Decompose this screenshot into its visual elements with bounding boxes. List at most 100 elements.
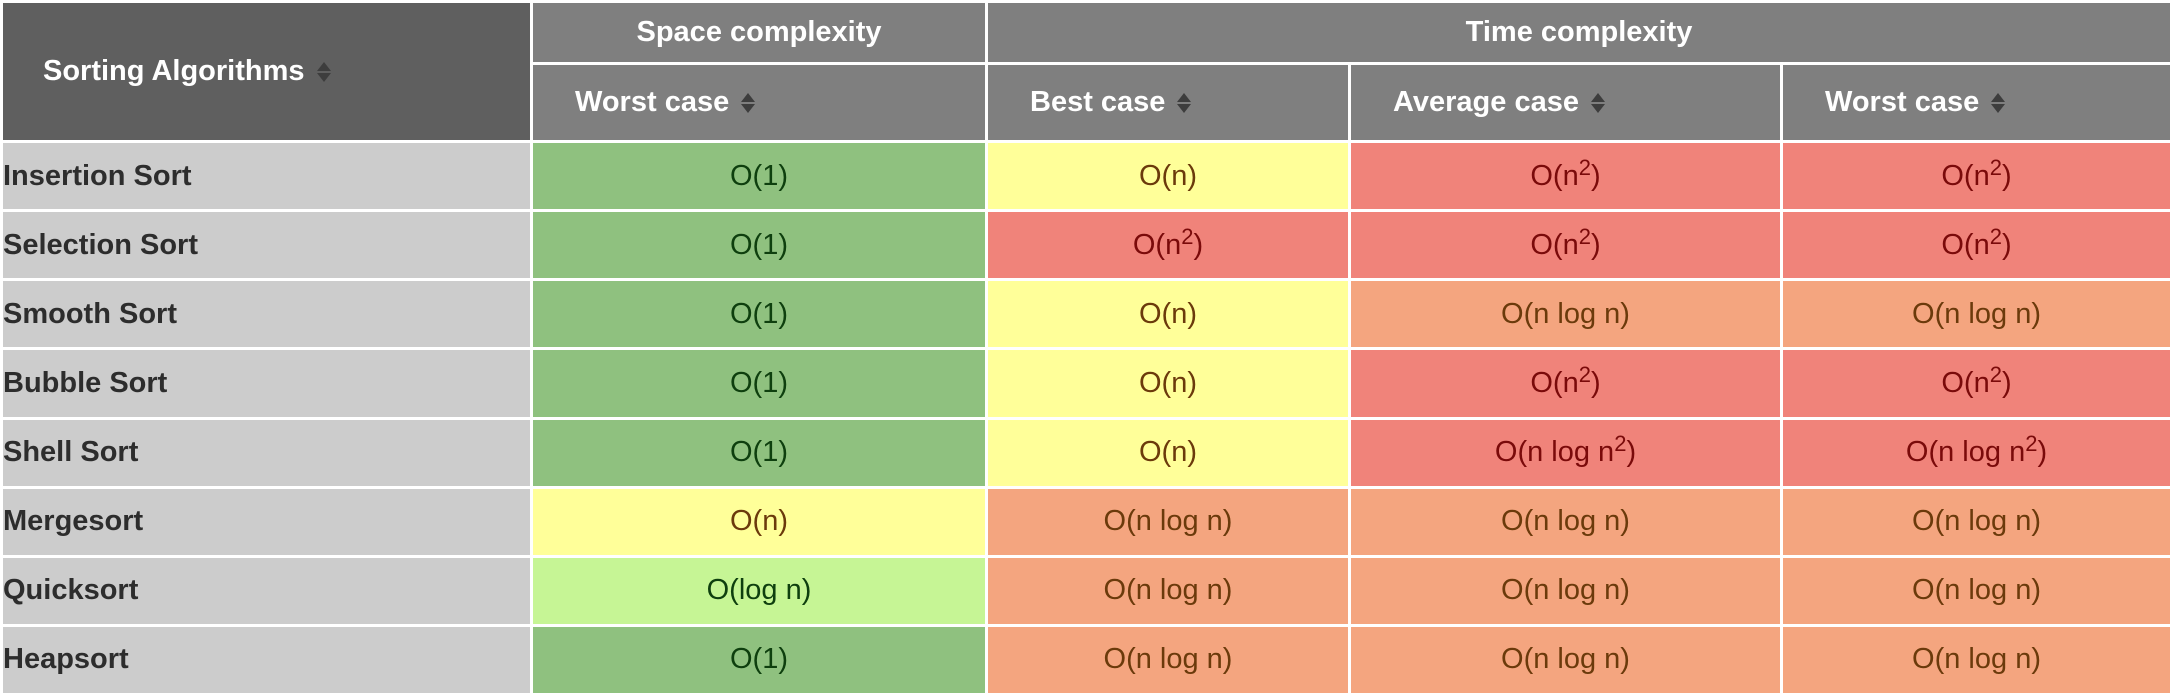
complexity-exponent: 2 [1989, 223, 2002, 249]
time-worst-case-cell: O(n log n) [1779, 623, 2170, 696]
header-group-row: Sorting Algorithms Space complexity Time… [0, 0, 2170, 143]
complexity-exponent: 2 [1614, 431, 1627, 457]
table-header: Sorting Algorithms Space complexity Time… [0, 0, 2170, 143]
sort-toggle-icon[interactable] [1991, 92, 2006, 114]
complexity-exponent: 2 [1989, 361, 2002, 387]
complexity-exponent: 2 [1578, 154, 1591, 180]
time-worst-case-header[interactable]: Worst case [1779, 62, 2170, 143]
complexity-exponent: 2 [1181, 223, 1194, 249]
space-worst-case-cell: O(1) [530, 623, 988, 696]
time-best-case-cell: O(n log n) [985, 554, 1351, 627]
table-row: Selection Sort O(1) O(n2) O(n2) O(n2) [0, 209, 2170, 282]
complexity-value: O(n log n) [1103, 505, 1233, 538]
table-row: Shell Sort O(1) O(n) O(n log n2) O(n log n2) [0, 416, 2170, 489]
complexity-value: O(n log n) [1103, 643, 1233, 676]
complexity-value: O(1) [730, 643, 788, 676]
complexity-close-paren: ) [2001, 366, 2012, 399]
algorithm-name: Bubble Sort [0, 347, 533, 420]
complexity-value: O(n [1941, 159, 1990, 192]
complexity-exponent: 2 [1989, 154, 2002, 180]
algorithm-name: Quicksort [0, 554, 533, 627]
complexity-value: O(n) [1139, 297, 1197, 330]
time-worst-case-label: Worst case [1825, 86, 1980, 118]
table-body: Insertion Sort O(1) O(n) O(n2) O(n2) Selectio… [0, 139, 2170, 696]
table-row: Insertion Sort O(1) O(n) O(n2) O(n2) [0, 139, 2170, 213]
table-row: Bubble Sort O(1) O(n) O(n2) O(n2) [0, 347, 2170, 420]
complexity-value: O(n) [1139, 366, 1197, 399]
table-row: Smooth Sort O(1) O(n) O(n log n) O(n log n) [0, 278, 2170, 351]
complexity-exponent: 2 [1578, 361, 1591, 387]
time-average-case-cell: O(n log n) [1348, 278, 1783, 351]
space-worst-case-cell: O(1) [530, 347, 988, 420]
algorithm-name: Smooth Sort [0, 278, 533, 351]
complexity-close-paren: ) [1590, 159, 1601, 192]
sort-toggle-icon[interactable] [741, 92, 756, 114]
complexity-value: O(n log n [1494, 436, 1615, 469]
complexity-close-paren: ) [2001, 159, 2012, 192]
time-best-case-cell: O(n log n) [985, 485, 1351, 558]
time-complexity-group-header: Time complexity [984, 0, 2170, 65]
time-best-case-cell: O(n) [985, 278, 1351, 351]
complexity-value: O(n log n) [1912, 574, 2041, 607]
complexity-value: O(n) [1139, 436, 1197, 469]
time-average-case-cell: O(n2) [1348, 209, 1783, 282]
complexity-value: O(n [1941, 366, 1990, 399]
time-average-case-cell: O(n log n) [1348, 485, 1783, 558]
complexity-value: O(n log n) [1912, 643, 2041, 676]
sorting-algorithms-header-label: Sorting Algorithms [43, 55, 305, 87]
time-best-case-cell: O(n) [985, 139, 1351, 213]
complexity-value: O(1) [730, 228, 788, 261]
time-average-case-cell: O(n2) [1348, 347, 1783, 420]
sort-toggle-icon[interactable] [1590, 92, 1605, 114]
complexity-close-paren: ) [1590, 228, 1601, 261]
time-best-case-cell: O(n log n) [985, 623, 1351, 696]
complexity-value: O(n log n [1905, 436, 2026, 469]
complexity-value: O(n [1941, 228, 1990, 261]
complexity-value: O(log n) [706, 574, 812, 607]
time-worst-case-cell: O(n2) [1779, 209, 2170, 282]
time-average-case-cell: O(n2) [1348, 139, 1783, 213]
complexity-value: O(n [1530, 159, 1579, 192]
complexity-value: O(n log n) [1501, 505, 1630, 538]
complexity-value: O(n) [1139, 159, 1197, 192]
complexity-value: O(1) [730, 159, 788, 192]
space-worst-case-cell: O(log n) [530, 554, 988, 627]
complexity-value: O(n log n) [1103, 574, 1233, 607]
time-worst-case-cell: O(n log n2) [1779, 416, 2170, 489]
time-best-case-header[interactable]: Best case [985, 62, 1351, 143]
sort-toggle-icon[interactable] [316, 61, 331, 83]
time-worst-case-cell: O(n log n) [1779, 485, 2170, 558]
algorithm-name: Shell Sort [0, 416, 533, 489]
algorithm-name: Heapsort [0, 623, 533, 696]
sort-toggle-icon[interactable] [1177, 92, 1192, 114]
complexity-value: O(n [1530, 228, 1579, 261]
complexity-close-paren: ) [1590, 366, 1601, 399]
time-average-case-header[interactable]: Average case [1348, 62, 1783, 143]
complexity-value: O(n log n) [1501, 297, 1630, 330]
algorithm-name: Mergesort [0, 485, 533, 558]
time-best-case-cell: O(n2) [985, 209, 1351, 282]
space-complexity-group-header: Space complexity [530, 0, 988, 65]
header-column-row: Worst case Best case Average case Worst … [2, 62, 2170, 143]
complexity-close-paren: ) [1193, 228, 1204, 261]
complexity-value: O(n) [730, 505, 788, 538]
space-worst-case-cell: O(1) [530, 139, 988, 213]
time-best-case-cell: O(n) [985, 416, 1351, 489]
complexity-close-paren: ) [2001, 228, 2012, 261]
complexity-value: O(1) [730, 297, 788, 330]
complexity-close-paren: ) [1626, 436, 1637, 469]
time-worst-case-cell: O(n2) [1779, 347, 2170, 420]
table-row: Heapsort O(1) O(n log n) O(n log n) O(n log … [0, 623, 2170, 696]
space-worst-case-cell: O(1) [530, 278, 988, 351]
complexity-close-paren: ) [2037, 436, 2048, 469]
space-worst-case-header[interactable]: Worst case [530, 62, 988, 143]
complexity-value: O(n log n) [1912, 297, 2041, 330]
space-worst-case-label: Worst case [575, 86, 730, 118]
time-worst-case-cell: O(n log n) [1779, 554, 2170, 627]
sorting-algorithms-header[interactable]: Sorting Algorithms [0, 0, 533, 143]
time-average-case-cell: O(n log n2) [1348, 416, 1783, 489]
table-row: Mergesort O(n) O(n log n) O(n log n) O(n log… [0, 485, 2170, 558]
complexity-value: O(n log n) [1501, 643, 1630, 676]
complexity-value: O(n [1132, 228, 1182, 261]
